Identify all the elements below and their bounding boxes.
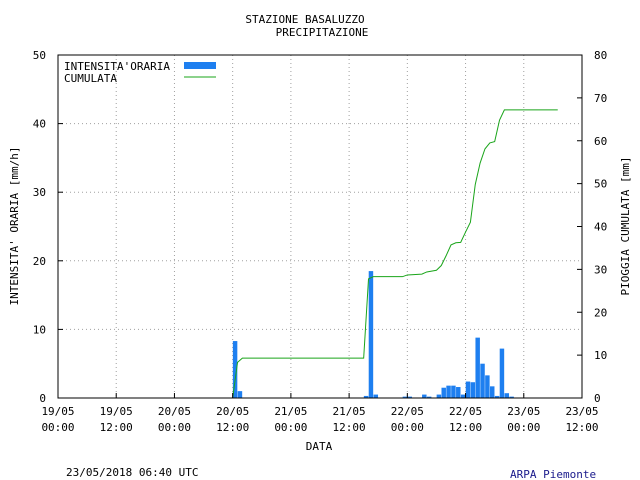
x-tick-label-time: 12:00 [333,421,366,434]
x-tick-label-date: 20/05 [158,405,191,418]
plot-frame [57,54,583,399]
intensity-bar [470,382,476,398]
intensity-bar [422,394,427,398]
intensity-bar [485,375,490,398]
intensity-bar [368,271,374,398]
legend-label-intensity: INTENSITA'ORARIA [64,60,170,73]
intensity-bar [402,396,408,398]
x-tick-label-time: 00:00 [274,421,307,434]
y-right-tick-label: 0 [594,392,601,405]
intensity-bar [426,396,432,398]
x-tick-label-date: 19/05 [100,405,133,418]
intensity-bar [441,387,446,398]
intensity-bar [363,395,369,398]
legend: INTENSITA'ORARIA CUMULATA [64,60,216,85]
legend-swatch-intensity [184,62,216,69]
intensity-bar [499,348,505,398]
y-right-tick-label: 80 [594,49,607,62]
y-right-tick-label: 40 [594,221,607,234]
intensity-bar [490,386,495,398]
x-tick-label-time: 00:00 [158,421,191,434]
footer-timestamp: 23/05/2018 06:40 UTC [66,466,198,479]
x-tick-label-date: 23/05 [565,405,598,418]
intensity-bar [480,363,485,398]
y-axis-left-label: INTENSITA' ORARIA [mm/h] [8,147,21,306]
x-tick-label-date: 22/05 [391,405,424,418]
x-tick-label-time: 00:00 [507,421,540,434]
cumulative-line-group [232,109,558,399]
tick-marks [57,54,583,399]
x-tick-label-date: 22/05 [449,405,482,418]
cumulative-line [232,109,558,399]
intensity-bar [456,387,461,398]
chart-title-line1: STAZIONE BASALUZZO [245,13,364,26]
grid-lines [58,55,582,398]
intensity-bar [232,341,238,398]
x-tick-label-time: 00:00 [391,421,424,434]
intensity-bar [436,394,442,398]
intensity-bars [232,271,514,398]
footer-credit: ARPA Piemonte [510,468,596,480]
x-tick-label-date: 20/05 [216,405,249,418]
y-left-tick-label: 20 [33,255,46,268]
x-tick-label-time: 12:00 [216,421,249,434]
x-axis-ticks: 19/05 00:00 19/05 12:00 20/05 00:00 20/05 12:00… [41,405,598,434]
y-right-tick-label: 60 [594,135,607,148]
y-left-tick-label: 0 [39,392,46,405]
intensity-bar [373,394,379,398]
legend-label-cumulative: CUMULATA [64,72,117,85]
x-tick-label-date: 23/05 [507,405,540,418]
x-tick-label-date: 21/05 [333,405,366,418]
intensity-bar [446,385,451,398]
intensity-bar [407,396,412,398]
y-left-tick-label: 40 [33,118,46,131]
y-left-tick-label: 10 [33,323,46,336]
intensity-bar [451,385,456,398]
x-axis-label: DATA [306,440,333,453]
x-tick-label-time: 12:00 [565,421,598,434]
x-tick-label-time: 12:00 [100,421,133,434]
intensity-bar [475,337,480,398]
y-right-tick-label: 10 [594,349,607,362]
y-right-tick-label: 20 [594,306,607,319]
x-tick-label-time: 12:00 [449,421,482,434]
intensity-bar [237,391,243,398]
left-axis-ticks: 0 10 20 30 40 50 [33,49,46,405]
intensity-bar [494,395,500,398]
y-left-tick-label: 50 [33,49,46,62]
x-tick-label-date: 19/05 [41,405,74,418]
chart-title-line2: PRECIPITAZIONE [276,26,369,39]
intensity-bar [460,394,466,398]
y-left-tick-label: 30 [33,186,46,199]
intensity-bar [465,381,471,398]
right-axis-ticks: 0 10 20 30 40 50 60 70 80 [594,49,607,405]
y-right-tick-label: 30 [594,263,607,276]
y-right-tick-label: 70 [594,92,607,105]
x-tick-label-date: 21/05 [274,405,307,418]
intensity-bar [504,393,510,398]
x-tick-label-time: 00:00 [41,421,74,434]
y-axis-right-label: PIOGGIA CUMULATA [mm] [619,156,632,295]
y-right-tick-label: 50 [594,178,607,191]
intensity-bar [509,396,514,398]
